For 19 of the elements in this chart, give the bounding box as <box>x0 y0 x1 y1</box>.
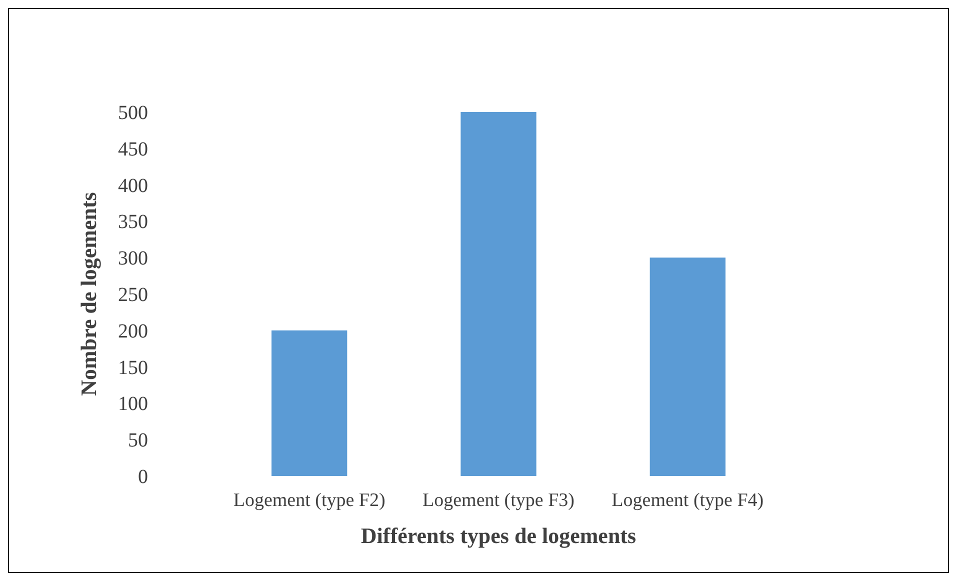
y-tick-label: 400 <box>118 174 148 197</box>
x-tick-label: Logement (type F2) <box>233 490 386 511</box>
y-tick-label: 200 <box>118 320 148 342</box>
x-axis-title: Différents types de logements <box>360 523 637 548</box>
y-tick-label: 50 <box>128 430 148 452</box>
y-tick-label: 0 <box>138 466 148 488</box>
bar <box>460 112 536 476</box>
y-tick-label: 500 <box>118 102 148 124</box>
y-tick-label: 100 <box>118 393 148 416</box>
y-tick-label: 150 <box>118 356 148 379</box>
bar <box>272 330 348 476</box>
y-axis-title: Nombre de logements <box>76 192 101 396</box>
y-tick-label: 250 <box>118 284 148 306</box>
x-tick-label: Logement (type F4) <box>612 490 764 511</box>
bar <box>650 258 726 476</box>
y-tick-label: 450 <box>118 138 148 160</box>
x-tick-label: Logement (type F3) <box>422 490 574 511</box>
y-tick-label: 300 <box>118 248 148 270</box>
y-tick-label: 350 <box>118 211 148 234</box>
